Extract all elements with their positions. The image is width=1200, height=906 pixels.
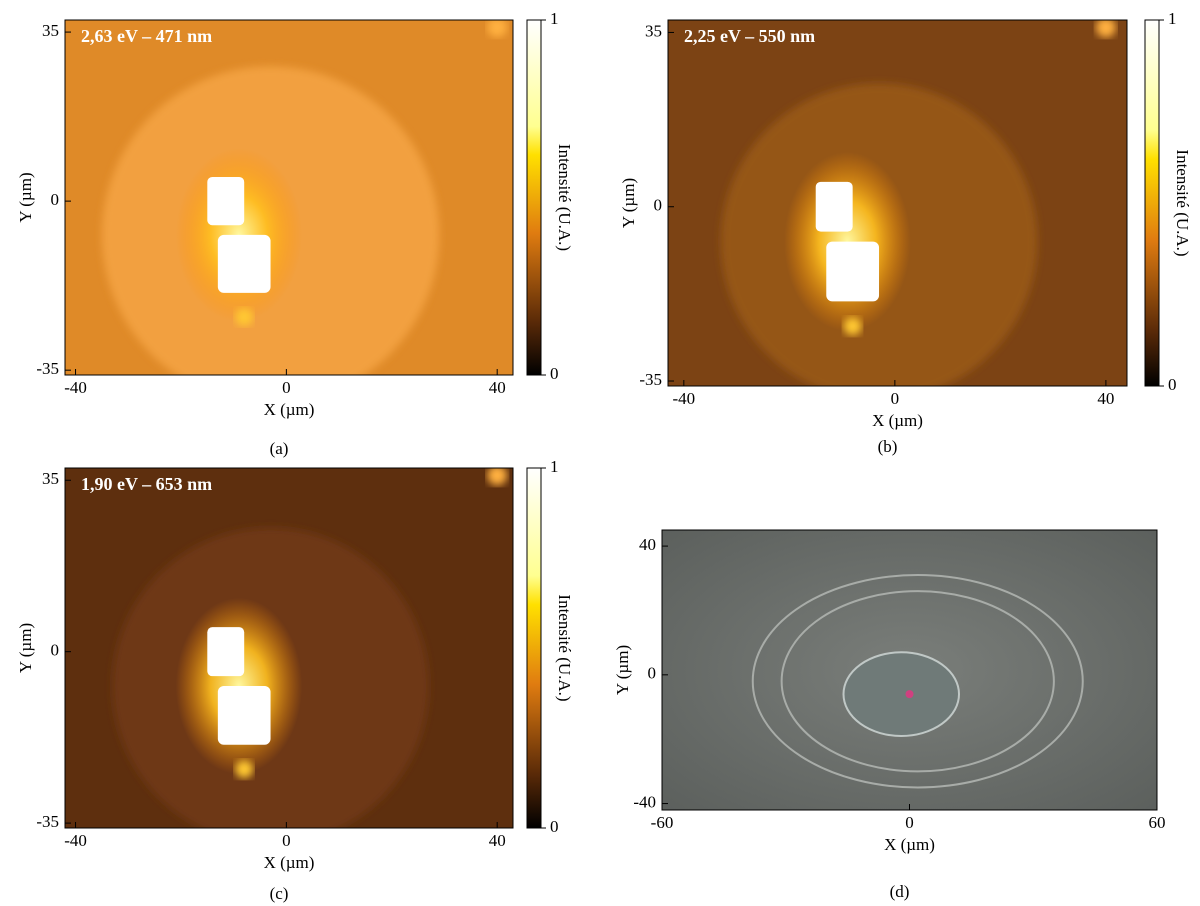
panel-caption: (a)	[270, 439, 289, 458]
map-spot	[235, 760, 254, 779]
colorbar-label: Intensité (U.A.)	[555, 144, 574, 251]
map-bright	[217, 234, 271, 293]
map-bright	[826, 241, 880, 302]
colorbar-label: Intensité (U.A.)	[1173, 149, 1192, 256]
map-corner	[1095, 20, 1116, 38]
y-tick-label: -35	[639, 370, 662, 389]
colorbar-tick-label: 1	[1168, 9, 1177, 28]
panel: -40 0 40 -35 0 35 X (µm) Y (µm) (a) 2,63 eV – 471…	[16, 9, 574, 458]
x-tick-label: 40	[489, 378, 506, 397]
plot-frame	[667, 19, 1128, 387]
x-tick-label: 40	[489, 831, 506, 850]
map-bright	[217, 685, 271, 745]
y-axis-label: Y (µm)	[619, 178, 638, 228]
x-tick-label: 0	[905, 813, 914, 832]
y-tick-label: -35	[36, 359, 59, 378]
map-spot	[843, 317, 862, 336]
plot-frame	[64, 467, 514, 829]
photo-spot	[905, 690, 914, 699]
x-axis-label: X (µm)	[884, 835, 935, 854]
panel: -40 0 40 -35 0 35 X (µm) Y (µm) (b) 2,25 eV – 550…	[619, 9, 1192, 456]
colorbar-tick-label: 1	[550, 9, 559, 28]
map-bright	[207, 627, 245, 677]
map-glow	[175, 147, 303, 322]
x-axis-label: X (µm)	[264, 853, 315, 872]
x-tick-label: 40	[1097, 389, 1114, 408]
y-tick-label: 35	[42, 469, 59, 488]
x-tick-label: 60	[1149, 813, 1166, 832]
x-tick-label: 0	[282, 378, 291, 397]
plot-frame	[64, 19, 514, 376]
colorbar-label: Intensité (U.A.)	[555, 594, 574, 701]
panel-title: 1,90 eV – 653 nm	[81, 474, 212, 494]
y-axis-label: Y (µm)	[613, 645, 632, 695]
photo-ring	[751, 574, 1084, 789]
panel-title: 2,25 eV – 550 nm	[684, 26, 815, 46]
photo-ring	[780, 590, 1055, 773]
y-tick-label: 0	[654, 196, 663, 215]
y-axis-label: Y (µm)	[16, 172, 35, 222]
x-tick-label: -40	[64, 378, 87, 397]
y-tick-label: 0	[51, 190, 60, 209]
colorbar	[526, 19, 542, 376]
map-image	[662, 530, 1157, 810]
colorbar	[1144, 19, 1160, 387]
x-axis-label: X (µm)	[872, 411, 923, 430]
x-tick-label: 0	[282, 831, 291, 850]
map-corner	[487, 468, 508, 486]
y-tick-label: 35	[645, 21, 662, 40]
panel-title: 2,63 eV – 471 nm	[81, 26, 212, 46]
panel-caption: (c)	[270, 884, 289, 903]
map-image	[65, 468, 513, 828]
y-tick-label: 0	[51, 641, 60, 660]
panel-caption: (b)	[878, 437, 898, 456]
y-tick-label: 40	[639, 535, 656, 554]
photo-particle	[842, 651, 960, 737]
x-tick-label: -40	[64, 831, 87, 850]
x-axis-label: X (µm)	[264, 400, 315, 419]
x-tick-label: -60	[651, 813, 674, 832]
map-bright	[815, 181, 853, 232]
colorbar	[526, 467, 542, 829]
map-spot	[235, 308, 254, 327]
colorbar-tick-label: 0	[1168, 375, 1177, 394]
panel: -40 0 40 -35 0 35 X (µm) Y (µm) (c) 1,90 eV – 653…	[16, 457, 574, 903]
x-tick-label: -40	[672, 389, 695, 408]
y-tick-label: 35	[42, 21, 59, 40]
panel-caption: (d)	[890, 882, 910, 901]
map-image	[65, 20, 513, 375]
map-corner	[487, 20, 508, 38]
x-tick-label: 0	[891, 389, 900, 408]
y-tick-label: -40	[633, 792, 656, 811]
map-bright	[207, 176, 245, 226]
y-axis-label: Y (µm)	[16, 623, 35, 673]
panel: -60 0 60 -40 0 40 X (µm) Y (µm) (d)	[613, 529, 1166, 901]
colorbar-tick-label: 0	[550, 364, 559, 383]
colorbar-tick-label: 0	[550, 817, 559, 836]
map-image	[668, 20, 1127, 386]
y-tick-label: -35	[36, 812, 59, 831]
y-tick-label: 0	[648, 664, 657, 683]
colorbar-tick-label: 1	[550, 457, 559, 476]
